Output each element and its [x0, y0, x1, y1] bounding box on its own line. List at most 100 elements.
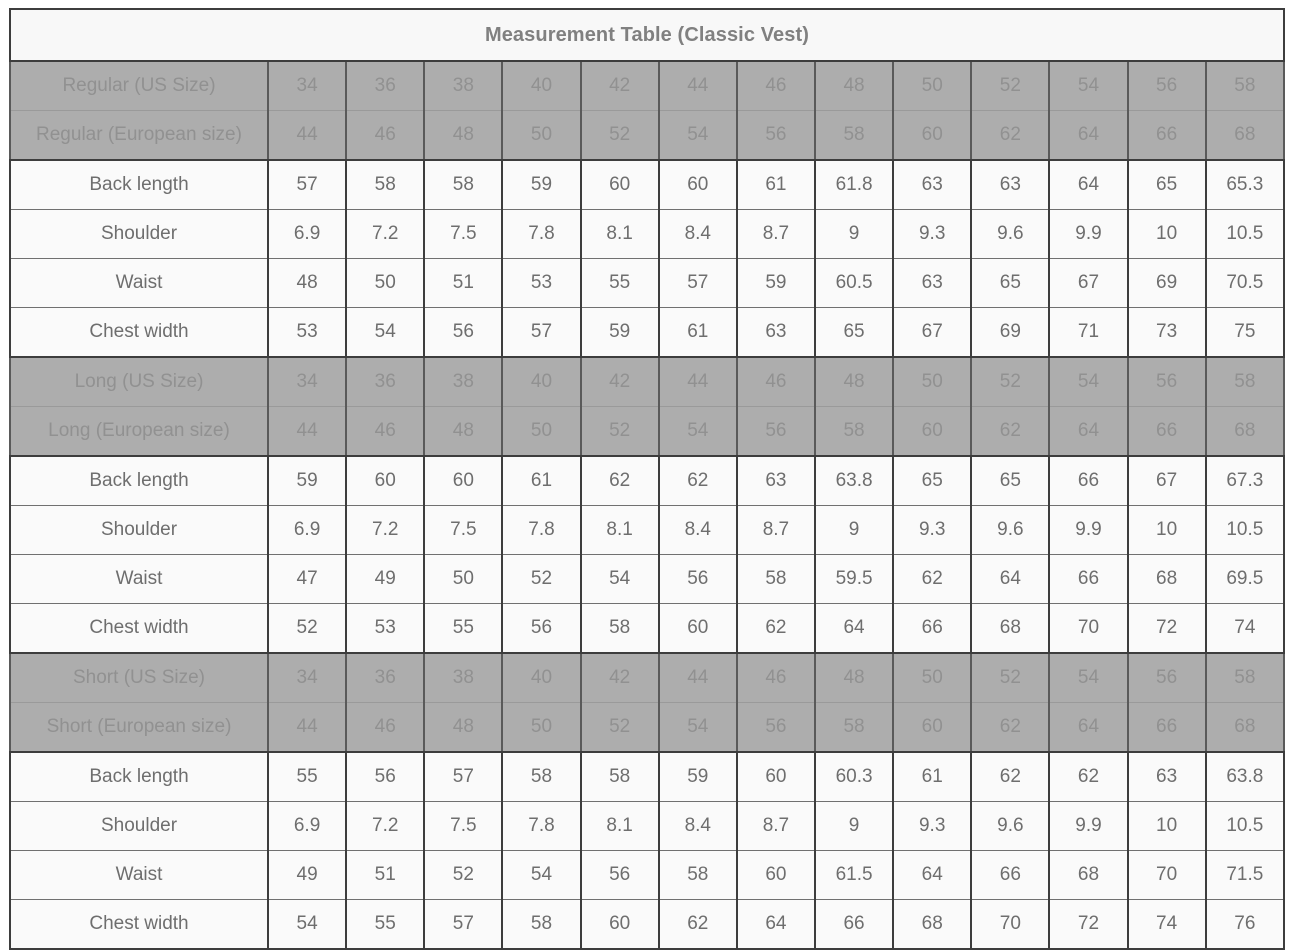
measurement-value: 10.5 — [1204, 801, 1286, 851]
measurement-label: Back length — [9, 455, 269, 506]
measurement-value: 6.9 — [266, 801, 348, 851]
measurement-value: 58 — [657, 850, 738, 900]
size-cell-us: 50 — [892, 356, 973, 407]
measurement-value: 57 — [501, 307, 582, 358]
size-cell-eu: 54 — [657, 702, 738, 753]
measurement-value: 63.8 — [1204, 751, 1286, 802]
measurement-value: 58 — [579, 603, 660, 654]
size-cell-eu: 56 — [735, 702, 816, 753]
measurement-value: 9 — [813, 505, 895, 555]
size-header-label-eu-long: Long (European size) — [9, 406, 269, 457]
measurement-value: 8.4 — [657, 505, 738, 555]
measurement-value: 63.8 — [813, 455, 895, 506]
size-cell-us: 36 — [345, 60, 426, 111]
measurement-value: 53 — [266, 307, 348, 358]
measurement-value: 58 — [501, 751, 582, 802]
size-cell-eu: 56 — [735, 406, 816, 457]
size-cell-eu: 60 — [892, 702, 973, 753]
measurement-value: 49 — [345, 554, 426, 604]
measurement-value: 60.5 — [813, 258, 895, 308]
measurement-value: 7.2 — [345, 209, 426, 259]
size-cell-us: 38 — [423, 652, 504, 703]
size-cell-eu: 44 — [266, 110, 348, 161]
measurement-value: 9.9 — [1048, 209, 1129, 259]
table-row: Chest width 53 54 56 57 59 61 63 65 67 69 71 73 75 — [9, 307, 1286, 358]
measurement-value: 68 — [1048, 850, 1129, 900]
size-cell-eu: 58 — [813, 406, 895, 457]
measurement-label: Chest width — [9, 899, 269, 950]
size-cell-us: 46 — [735, 652, 816, 703]
size-cell-us: 36 — [345, 652, 426, 703]
measurement-value: 74 — [1204, 603, 1286, 654]
measurement-value: 60 — [579, 159, 660, 210]
size-cell-eu: 64 — [1048, 110, 1129, 161]
measurement-value: 76 — [1204, 899, 1286, 950]
measurement-value: 9.6 — [970, 801, 1051, 851]
measurement-value: 65 — [1126, 159, 1207, 210]
measurement-value: 7.5 — [423, 209, 504, 259]
measurement-value: 56 — [501, 603, 582, 654]
measurement-value: 9.3 — [892, 801, 973, 851]
measurement-value: 62 — [892, 554, 973, 604]
size-header-row-eu-regular: Regular (European size) 44 46 48 50 52 54 56 58 6… — [9, 110, 1286, 161]
size-cell-eu: 58 — [813, 110, 895, 161]
table-row: Waist 49 51 52 54 56 58 60 61.5 64 66 68 70 71.5 — [9, 850, 1286, 900]
measurement-value: 8.7 — [735, 505, 816, 555]
size-header-label-us-regular: Regular (US Size) — [9, 60, 269, 111]
measurement-value: 54 — [345, 307, 426, 358]
size-cell-eu: 56 — [735, 110, 816, 161]
measurement-value: 63 — [735, 455, 816, 506]
measurement-table: Measurement Table (Classic Vest) Regular… — [9, 8, 1286, 950]
measurement-value: 56 — [657, 554, 738, 604]
measurement-value: 58 — [423, 159, 504, 210]
measurement-value: 58 — [735, 554, 816, 604]
measurement-value: 50 — [423, 554, 504, 604]
size-header-label-eu-regular: Regular (European size) — [9, 110, 269, 161]
measurement-value: 55 — [266, 751, 348, 802]
measurement-value: 57 — [423, 899, 504, 950]
measurement-value: 55 — [345, 899, 426, 950]
measurement-value: 7.8 — [501, 505, 582, 555]
size-cell-us: 58 — [1204, 60, 1286, 111]
measurement-label: Chest width — [9, 603, 269, 654]
size-cell-eu: 64 — [1048, 406, 1129, 457]
size-cell-eu: 66 — [1126, 702, 1207, 753]
size-cell-us: 40 — [501, 652, 582, 703]
measurement-value: 60 — [657, 159, 738, 210]
size-cell-eu: 52 — [579, 110, 660, 161]
measurement-label: Waist — [9, 850, 269, 900]
measurement-value: 66 — [1048, 455, 1129, 506]
size-cell-us: 56 — [1126, 60, 1207, 111]
size-cell-eu: 68 — [1204, 110, 1286, 161]
measurement-value: 8.7 — [735, 801, 816, 851]
size-cell-eu: 62 — [970, 702, 1051, 753]
measurement-label: Shoulder — [9, 801, 269, 851]
size-cell-eu: 46 — [345, 702, 426, 753]
measurement-value: 66 — [1048, 554, 1129, 604]
measurement-value: 67 — [892, 307, 973, 358]
table-title: Measurement Table (Classic Vest) — [9, 8, 1285, 62]
measurement-value: 54 — [579, 554, 660, 604]
size-cell-us: 44 — [657, 356, 738, 407]
size-cell-us: 42 — [579, 652, 660, 703]
measurement-value: 65 — [892, 455, 973, 506]
measurement-value: 9 — [813, 801, 895, 851]
measurement-value: 59 — [735, 258, 816, 308]
measurement-value: 70.5 — [1204, 258, 1286, 308]
measurement-value: 62 — [657, 899, 738, 950]
measurement-value: 70 — [1126, 850, 1207, 900]
measurement-value: 8.4 — [657, 209, 738, 259]
size-cell-eu: 50 — [501, 110, 582, 161]
size-cell-us: 56 — [1126, 652, 1207, 703]
size-cell-us: 42 — [579, 356, 660, 407]
size-cell-eu: 54 — [657, 406, 738, 457]
measurement-value: 60 — [735, 850, 816, 900]
size-cell-eu: 50 — [501, 406, 582, 457]
table-title-row: Measurement Table (Classic Vest) — [9, 8, 1285, 62]
measurement-value: 58 — [579, 751, 660, 802]
measurement-value: 9.6 — [970, 209, 1051, 259]
measurement-value: 7.2 — [345, 801, 426, 851]
measurement-value: 71.5 — [1204, 850, 1286, 900]
table-row: Chest width 52 53 55 56 58 60 62 64 66 68 70 72 74 — [9, 603, 1286, 654]
measurement-value: 47 — [266, 554, 348, 604]
